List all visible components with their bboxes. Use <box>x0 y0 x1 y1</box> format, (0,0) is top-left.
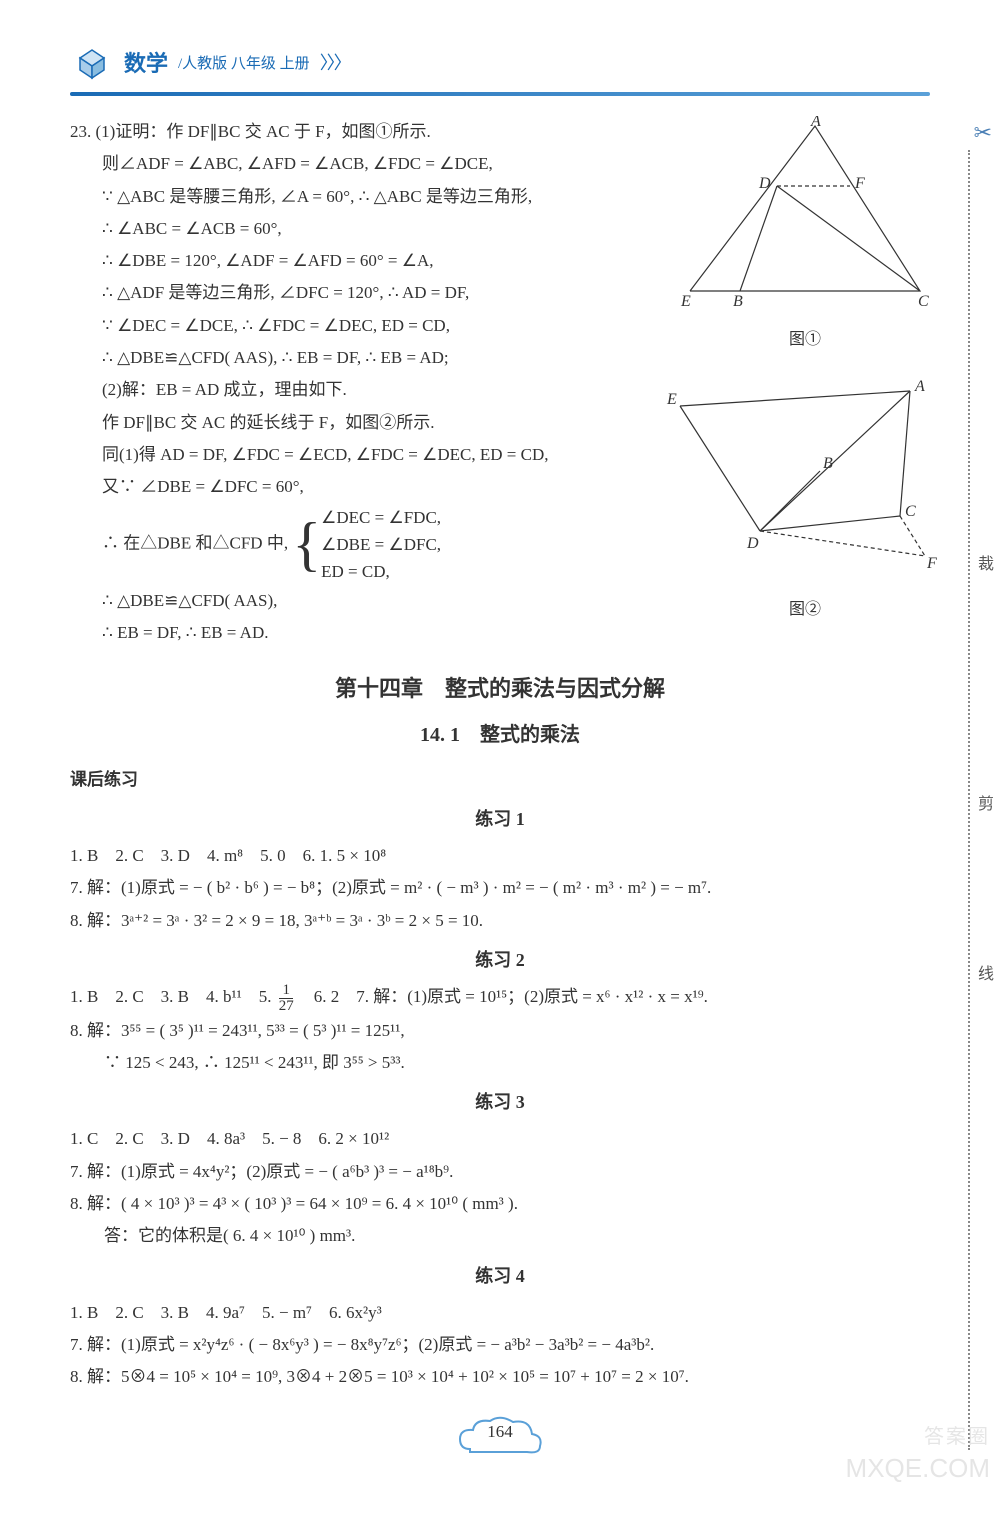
q23-l: ∴ △DBE≌△CFD( AAS), <box>102 585 670 617</box>
q23-l: 则∠ADF = ∠ABC, ∠AFD = ∠ACB, ∠FDC = ∠DCE, <box>102 148 670 180</box>
ex1-title: 练习 1 <box>70 802 930 836</box>
q23-p2: (2)解：EB = AD 成立，理由如下. <box>102 374 670 406</box>
left-brace-icon: { <box>292 514 321 574</box>
pt-C: C <box>905 503 916 520</box>
figures-column: A D F E B C 图① <box>680 116 930 650</box>
watermark-top: 答案圈 <box>924 1420 990 1449</box>
ex2-l2: 8. 解：3⁵⁵ = ( 3⁵ )¹¹ = 243¹¹, 5³³ = ( 5³ … <box>70 1015 930 1047</box>
content: 23. (1)证明：作 DF∥BC 交 AC 于 F，如图①所示. 则∠ADF … <box>70 116 930 1394</box>
pt-F: F <box>926 555 937 572</box>
problem-23-row: 23. (1)证明：作 DF∥BC 交 AC 于 F，如图①所示. 则∠ADF … <box>70 116 930 650</box>
ex2-title: 练习 2 <box>70 943 930 977</box>
q23-number: 23. <box>70 122 91 141</box>
frac-num: 1 <box>279 982 293 999</box>
ex4-l2: 7. 解：(1)原式 = x²y⁴z⁶ · ( − 8x⁶y³ ) = − 8x… <box>70 1329 930 1361</box>
problem-23-text: 23. (1)证明：作 DF∥BC 交 AC 于 F，如图①所示. 则∠ADF … <box>70 116 670 650</box>
cube-icon <box>70 40 114 84</box>
pt-B: B <box>823 455 833 472</box>
pt-C: C <box>918 293 929 306</box>
q23-p1: (1)证明：作 DF∥BC 交 AC 于 F，如图①所示. <box>96 122 431 141</box>
section-title: 14. 1 整式的乘法 <box>70 716 930 754</box>
ex4-l3: 8. 解：5⊗4 = 10⁵ × 10⁴ = 10⁹, 3⊗4 + 2⊗5 = … <box>70 1361 930 1393</box>
scissors-icon: ✂ <box>974 120 992 146</box>
q23-l: ∴ EB = DF, ∴ EB = AD. <box>102 617 670 649</box>
fraction: 127 <box>276 982 297 1015</box>
ex1-l1: 1. B 2. C 3. D 4. m⁸ 5. 0 6. 1. 5 × 10⁸ <box>70 840 930 872</box>
page: 数学 /人教版 八年级 上册 〉〉〉 23. (1)证明：作 DF∥BC 交 A… <box>0 0 1000 1494</box>
ex2-l1-post: 6. 2 7. 解：(1)原式 = 10¹⁵；(2)原式 = x⁶ · x¹² … <box>297 987 708 1006</box>
q23-l: 又∵ ∠DBE = ∠DFC = 60°, <box>102 471 670 503</box>
figure-2-caption: 图② <box>789 595 821 625</box>
q23-l: ∴ ∠ABC = ∠ACB = 60°, <box>102 213 670 245</box>
q23-l: ∵ ∠DEC = ∠DCE, ∴ ∠FDC = ∠DEC, ED = CD, <box>102 310 670 342</box>
header-chevrons: 〉〉〉 <box>320 49 350 75</box>
pt-A: A <box>810 116 821 130</box>
figure-1-caption: 图① <box>789 325 821 355</box>
brace-line: ∠DBE = ∠DFC, <box>321 531 441 558</box>
pt-A: A <box>914 378 925 395</box>
ex3-l3: 8. 解：( 4 × 10³ )³ = 4³ × ( 10³ )³ = 64 ×… <box>70 1188 930 1220</box>
header-subject: 数学 <box>124 46 168 78</box>
q23-brace-prefix: ∴ 在△DBE 和△CFD 中, <box>102 533 288 552</box>
figure-1: A D F E B C <box>675 116 935 317</box>
ex3-title: 练习 3 <box>70 1085 930 1119</box>
cut-line <box>966 150 970 1450</box>
q23-l: ∵ △ABC 是等腰三角形, ∠A = 60°, ∴ △ABC 是等边三角形, <box>102 181 670 213</box>
page-header: 数学 /人教版 八年级 上册 〉〉〉 <box>70 40 930 84</box>
pt-D: D <box>746 535 759 552</box>
ex3-l2: 7. 解：(1)原式 = 4x⁴y²；(2)原式 = − ( a⁶b³ )³ =… <box>70 1156 930 1188</box>
pt-E: E <box>680 293 691 306</box>
ex3-l1: 1. C 2. C 3. D 4. 8a³ 5. − 8 6. 2 × 10¹² <box>70 1123 930 1155</box>
cut-label-3: 线 <box>978 960 994 984</box>
ex2-l1-pre: 1. B 2. C 3. B 4. b¹¹ 5. <box>70 987 276 1006</box>
pt-E: E <box>666 391 677 408</box>
cut-label-2: 剪 <box>978 790 994 814</box>
ex2-l3: ∵ 125 < 243, ∴ 125¹¹ < 243¹¹, 即 3⁵⁵ > 5³… <box>70 1047 930 1079</box>
page-number-cloud: 164 <box>70 1414 930 1464</box>
header-rule <box>70 92 930 96</box>
q23-l: 作 DF∥BC 交 AC 的延长线于 F，如图②所示. <box>102 407 670 439</box>
pt-D: D <box>758 175 771 192</box>
ex1-l2: 7. 解：(1)原式 = − ( b² · b⁶ ) = − b⁸；(2)原式 … <box>70 872 930 904</box>
pt-F: F <box>854 175 865 192</box>
header-edition: /人教版 八年级 上册 <box>178 52 310 73</box>
figure-2: E A B D C F <box>665 376 945 587</box>
ex4-l1: 1. B 2. C 3. B 4. 9a⁷ 5. − m⁷ 6. 6x²y³ <box>70 1297 930 1329</box>
pt-B: B <box>733 293 743 306</box>
chapter-title: 第十四章 整式的乘法与因式分解 <box>70 668 930 710</box>
q23-l: ∴ △ADF 是等边三角形, ∠DFC = 120°, ∴ AD = DF, <box>102 277 670 309</box>
frac-den: 27 <box>276 998 297 1014</box>
brace-line: ED = CD, <box>321 558 441 585</box>
q23-l: 同(1)得 AD = DF, ∠FDC = ∠ECD, ∠FDC = ∠DEC,… <box>102 439 670 471</box>
watermark-bottom: MXQE.COM <box>846 1453 990 1484</box>
after-class-label: 课后练习 <box>70 764 930 796</box>
cut-label-1: 裁 <box>978 550 994 574</box>
ex1-l3: 8. 解：3ᵃ⁺² = 3ᵃ · 3² = 2 × 9 = 18, 3ᵃ⁺ᵇ =… <box>70 905 930 937</box>
ex4-title: 练习 4 <box>70 1259 930 1293</box>
page-number: 164 <box>487 1422 513 1442</box>
brace-block: { ∠DEC = ∠FDC, ∠DBE = ∠DFC, ED = CD, <box>292 504 441 586</box>
q23-l: ∴ △DBE≌△CFD( AAS), ∴ EB = DF, ∴ EB = AD; <box>102 342 670 374</box>
q23-l: ∴ ∠DBE = 120°, ∠ADF = ∠AFD = 60° = ∠A, <box>102 245 670 277</box>
ex3-l4: 答：它的体积是( 6. 4 × 10¹⁰ ) mm³. <box>70 1220 930 1252</box>
brace-line: ∠DEC = ∠FDC, <box>321 504 441 531</box>
ex2-l1: 1. B 2. C 3. B 4. b¹¹ 5. 127 6. 2 7. 解：(… <box>70 981 930 1015</box>
